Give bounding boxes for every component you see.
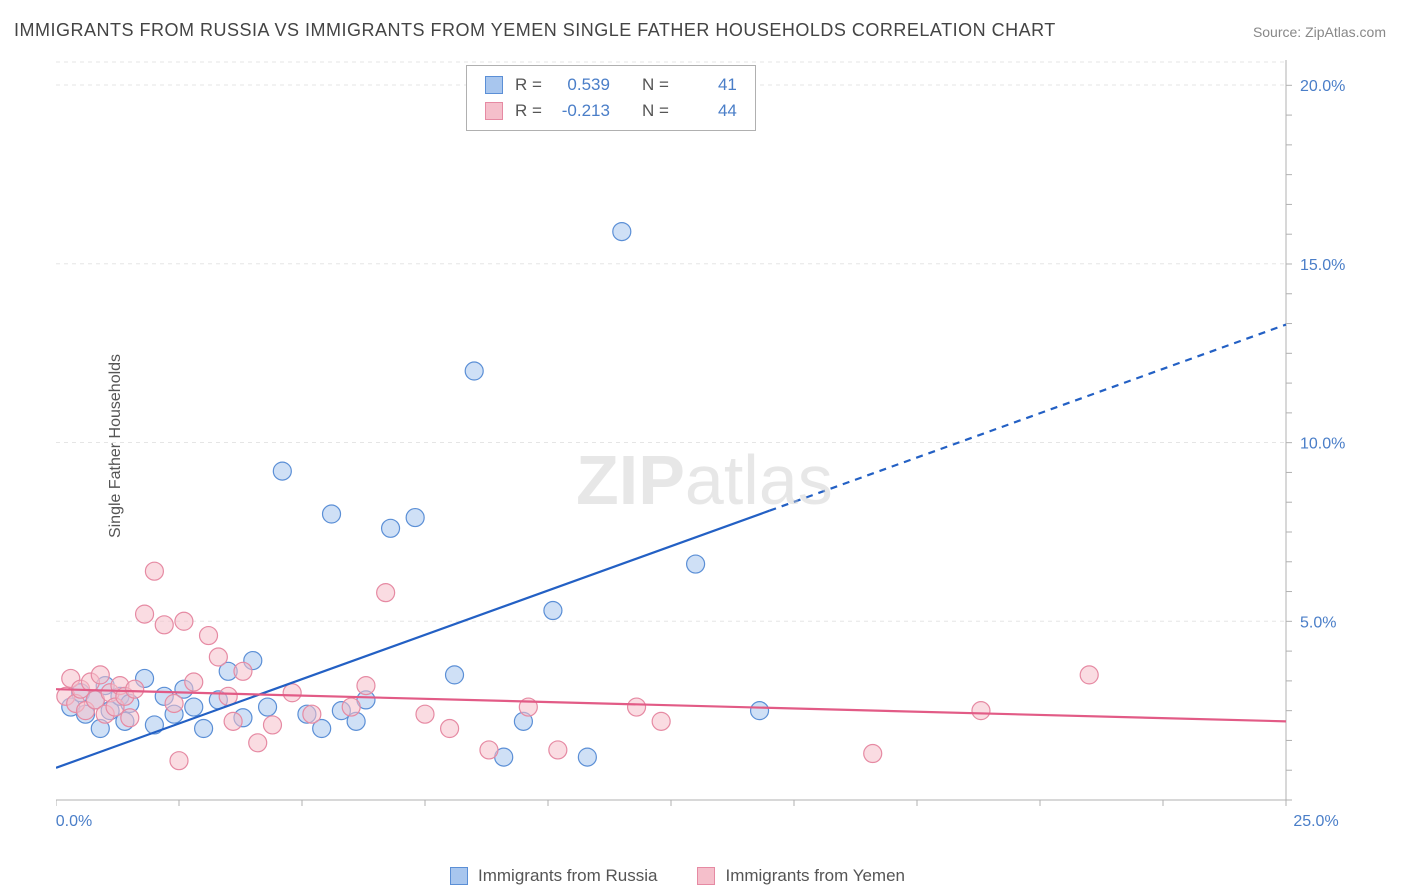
svg-text:25.0%: 25.0% [1293, 813, 1338, 830]
stats-row-russia: R = 0.539 N = 41 [485, 72, 737, 98]
svg-text:15.0%: 15.0% [1300, 257, 1345, 274]
legend-label-russia: Immigrants from Russia [478, 866, 657, 886]
r-value-yemen: -0.213 [556, 98, 610, 124]
legend-swatch-yemen [697, 867, 715, 885]
chart-title: IMMIGRANTS FROM RUSSIA VS IMMIGRANTS FRO… [14, 20, 1056, 41]
scatter-plot: 5.0%10.0%15.0%20.0%0.0%25.0% ZIPatlas R … [56, 60, 1346, 830]
source-attribution: Source: ZipAtlas.com [1253, 24, 1386, 40]
legend-item-yemen: Immigrants from Yemen [697, 866, 905, 886]
r-value-russia: 0.539 [556, 72, 610, 98]
svg-text:10.0%: 10.0% [1300, 436, 1345, 453]
legend-item-russia: Immigrants from Russia [450, 866, 657, 886]
legend-swatch-russia [450, 867, 468, 885]
svg-text:5.0%: 5.0% [1300, 614, 1336, 631]
plot-canvas: 5.0% 10.0% 15.0% 20.0% 0.0% 25.0% [56, 60, 1346, 830]
svg-text:0.0%: 0.0% [56, 813, 92, 830]
legend-label-yemen: Immigrants from Yemen [725, 866, 905, 886]
n-value-yemen: 44 [683, 98, 737, 124]
correlation-stats-box: R = 0.539 N = 41 R = -0.213 N = 44 [466, 65, 756, 131]
n-value-russia: 41 [683, 72, 737, 98]
svg-text:20.0%: 20.0% [1300, 78, 1345, 95]
legend: Immigrants from Russia Immigrants from Y… [450, 866, 905, 886]
swatch-russia [485, 76, 503, 94]
stats-row-yemen: R = -0.213 N = 44 [485, 98, 737, 124]
swatch-yemen [485, 102, 503, 120]
